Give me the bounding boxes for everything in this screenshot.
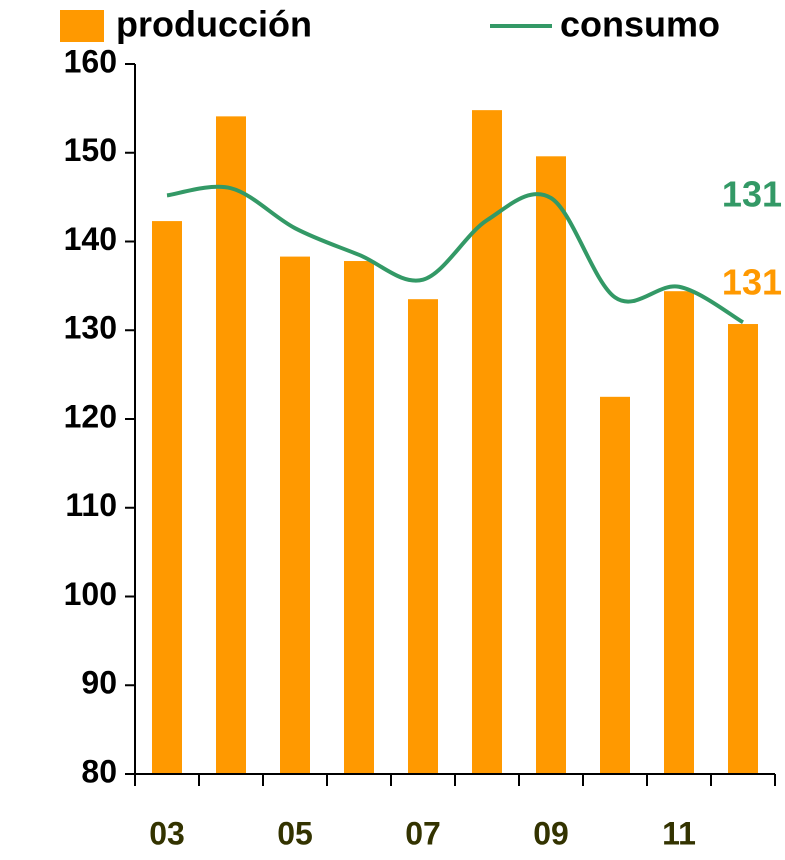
y-tick-label: 120 — [64, 398, 117, 434]
bar — [152, 221, 182, 774]
y-tick-label: 80 — [81, 753, 117, 789]
bar — [600, 396, 630, 774]
bar — [536, 156, 566, 775]
y-tick-label: 100 — [64, 576, 117, 612]
x-tick-label: 05 — [277, 815, 313, 851]
legend-label: consumo — [560, 4, 720, 45]
bar — [216, 116, 246, 775]
x-tick-label: 03 — [149, 815, 185, 851]
bar — [344, 261, 374, 774]
y-tick-label: 130 — [64, 310, 117, 346]
line — [166, 184, 745, 325]
y-tick-label: 110 — [65, 487, 117, 523]
legend-swatch — [60, 10, 104, 42]
x-tick-label: 07 — [405, 815, 441, 851]
y-tick-label: 150 — [64, 132, 117, 168]
bar — [664, 291, 694, 774]
y-tick-label: 140 — [64, 221, 117, 257]
x-tick-label: 09 — [533, 815, 569, 851]
value-label: 131 — [722, 174, 782, 215]
y-tick-label: 160 — [64, 43, 117, 79]
bar — [472, 110, 502, 774]
x-tick-label: 11 — [662, 815, 696, 851]
bar — [280, 256, 310, 774]
bar — [728, 324, 758, 774]
y-tick-label: 90 — [81, 665, 117, 701]
legend-label: producción — [116, 4, 312, 45]
bar — [408, 299, 438, 774]
value-label: 131 — [722, 262, 782, 303]
